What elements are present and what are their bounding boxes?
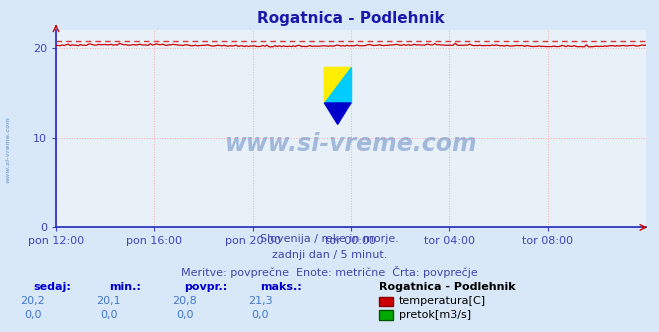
Text: Rogatnica - Podlehnik: Rogatnica - Podlehnik [379, 283, 515, 292]
Polygon shape [324, 103, 351, 124]
Polygon shape [324, 67, 351, 103]
Text: 0,0: 0,0 [176, 310, 193, 320]
Text: 20,2: 20,2 [20, 296, 45, 306]
Text: Slovenija / reke in morje.: Slovenija / reke in morje. [260, 234, 399, 244]
Text: Meritve: povprečne  Enote: metrične  Črta: povprečje: Meritve: povprečne Enote: metrične Črta:… [181, 266, 478, 278]
Text: zadnji dan / 5 minut.: zadnji dan / 5 minut. [272, 250, 387, 260]
Text: www.si-vreme.com: www.si-vreme.com [5, 116, 11, 183]
Text: min.:: min.: [109, 283, 140, 292]
Polygon shape [324, 67, 351, 103]
Text: 20,1: 20,1 [96, 296, 121, 306]
Text: 0,0: 0,0 [24, 310, 42, 320]
Text: sedaj:: sedaj: [33, 283, 71, 292]
Text: www.si-vreme.com: www.si-vreme.com [225, 132, 477, 156]
Text: temperatura[C]: temperatura[C] [399, 296, 486, 306]
Text: 20,8: 20,8 [172, 296, 197, 306]
Text: 0,0: 0,0 [252, 310, 269, 320]
Text: povpr.:: povpr.: [185, 283, 228, 292]
Text: maks.:: maks.: [260, 283, 302, 292]
Title: Rogatnica - Podlehnik: Rogatnica - Podlehnik [257, 11, 445, 26]
Text: 0,0: 0,0 [100, 310, 117, 320]
Text: 21,3: 21,3 [248, 296, 273, 306]
Text: pretok[m3/s]: pretok[m3/s] [399, 310, 471, 320]
